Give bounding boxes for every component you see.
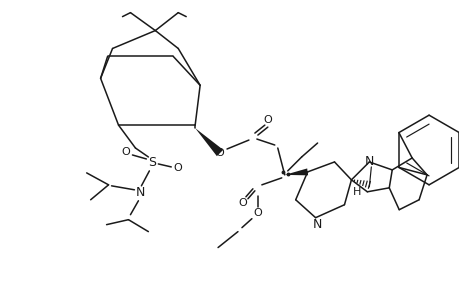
Text: H: H <box>353 187 361 197</box>
Text: N: N <box>364 155 373 168</box>
Text: O: O <box>215 148 224 158</box>
Text: O: O <box>238 198 247 208</box>
Polygon shape <box>284 168 308 175</box>
Text: O: O <box>263 115 272 125</box>
Text: N: N <box>312 218 322 231</box>
Text: O: O <box>121 147 129 157</box>
Text: S: S <box>148 156 156 170</box>
Text: N: N <box>135 186 145 199</box>
Polygon shape <box>195 128 223 156</box>
Text: O: O <box>174 163 182 173</box>
Text: O: O <box>253 208 262 218</box>
